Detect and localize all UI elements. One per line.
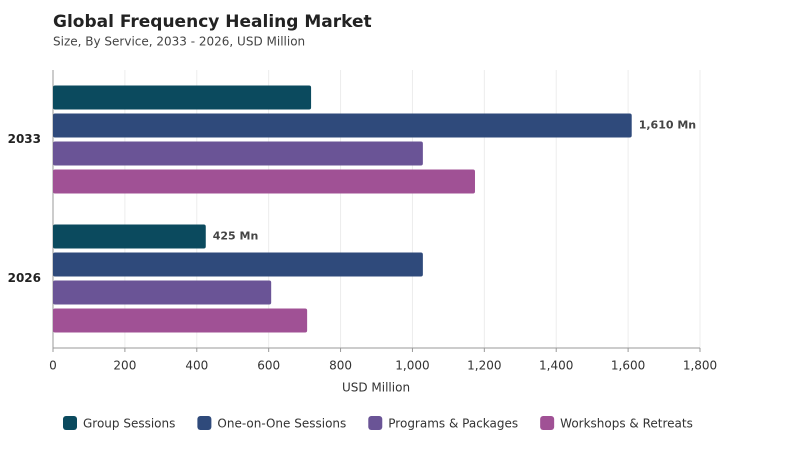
x-tick-label: 0 — [49, 359, 57, 373]
legend-label: Programs & Packages — [388, 417, 518, 431]
x-tick-label: 1,400 — [539, 359, 573, 373]
x-tick-label: 400 — [185, 359, 208, 373]
y-tick-label: 2033 — [8, 132, 41, 146]
legend-swatch — [368, 416, 383, 430]
bar — [53, 252, 423, 277]
legend-label: Workshops & Retreats — [560, 417, 693, 431]
x-axis-title: USD Million — [342, 381, 410, 395]
legend-swatch — [540, 416, 555, 430]
x-tick-label: 1,800 — [683, 359, 717, 373]
bar — [53, 85, 312, 110]
bar — [53, 224, 206, 249]
legend-swatch — [63, 416, 77, 430]
x-tick-label: 800 — [329, 359, 352, 373]
chart-subtitle: Size, By Service, 2033 - 2026, USD Milli… — [53, 35, 305, 49]
chart-title: Global Frequency Healing Market — [53, 12, 372, 32]
x-tick-label: 1,000 — [395, 359, 429, 373]
bar — [53, 280, 272, 305]
bar — [53, 308, 308, 333]
legend-label: One-on-One Sessions — [217, 417, 346, 431]
legend-swatch — [197, 416, 212, 430]
bar — [53, 113, 632, 138]
bar — [53, 141, 423, 166]
value-label: 425 Mn — [213, 230, 259, 243]
x-tick-label: 200 — [113, 359, 136, 373]
y-tick-label: 2026 — [8, 271, 41, 285]
x-tick-label: 1,600 — [611, 359, 645, 373]
x-tick-label: 600 — [257, 359, 280, 373]
legend-label: Group Sessions — [83, 417, 175, 431]
value-label: 1,610 Mn — [639, 119, 696, 132]
bar — [53, 169, 475, 194]
x-tick-label: 1,200 — [467, 359, 501, 373]
